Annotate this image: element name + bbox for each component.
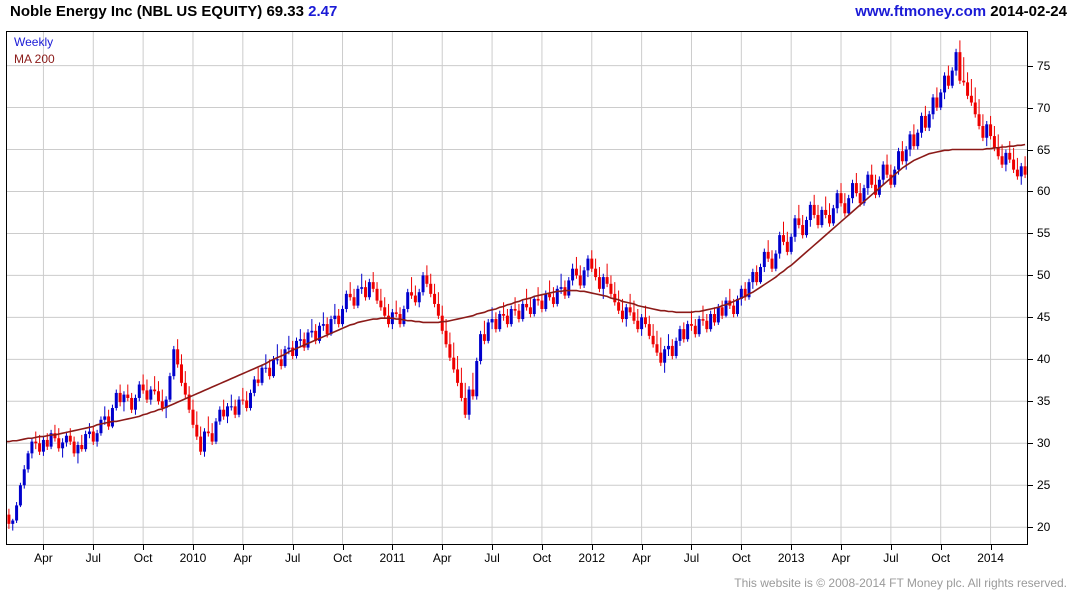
x-tick-label: Oct <box>333 551 352 565</box>
x-tick-mark <box>492 545 494 550</box>
y-tick-label: 75 <box>1037 58 1051 73</box>
x-tick-mark <box>940 545 942 550</box>
x-tick-label: Apr <box>34 551 53 565</box>
x-tick-mark <box>591 545 593 550</box>
x-tick-label: Apr <box>432 551 452 565</box>
x-tick-label: 2011 <box>379 551 406 565</box>
y-tick-label: 30 <box>1037 436 1051 451</box>
x-tick-label: Apr <box>632 551 651 565</box>
chart-plot-area[interactable]: Weekly MA 200 <box>6 31 1028 545</box>
y-tick-mark <box>1028 485 1033 487</box>
y-tick-label: 60 <box>1037 184 1051 199</box>
page-title: Noble Energy Inc (NBL US EQUITY) 69.33 2… <box>10 3 337 20</box>
x-tick-label: Apr <box>831 551 851 565</box>
last-price: 69.33 <box>266 3 304 20</box>
x-tick-label: Oct <box>931 551 951 565</box>
x-tick-label: 2012 <box>578 551 606 565</box>
x-tick-mark <box>841 545 843 550</box>
y-tick-mark <box>1028 401 1033 403</box>
y-tick-mark <box>1028 317 1033 319</box>
x-tick-mark <box>43 545 45 550</box>
x-tick-label: 2013 <box>777 551 805 565</box>
x-tick-mark <box>143 545 145 550</box>
y-tick-mark <box>1028 359 1033 361</box>
y-tick-label: 65 <box>1037 142 1051 157</box>
y-tick-label: 50 <box>1037 268 1051 283</box>
y-tick-label: 35 <box>1037 394 1051 409</box>
y-tick-mark <box>1028 527 1033 529</box>
x-tick-mark <box>392 545 394 550</box>
chart-gridlines <box>7 32 1027 544</box>
x-tick-label: 2010 <box>179 551 207 565</box>
x-tick-label: Jul <box>285 551 301 565</box>
y-tick-label: 55 <box>1037 226 1051 241</box>
x-tick-label: Jul <box>85 551 101 565</box>
price-change: 2.47 <box>308 3 338 20</box>
x-tick-mark <box>292 545 294 550</box>
x-tick-label: Jul <box>683 551 700 565</box>
x-tick-label: Oct <box>133 551 153 565</box>
x-tick-label: Oct <box>731 551 751 565</box>
chart-date: 2014-02-24 <box>990 3 1067 20</box>
x-tick-mark <box>442 545 444 550</box>
x-tick-mark <box>242 545 244 550</box>
x-tick-label: Oct <box>532 551 552 565</box>
y-tick-mark <box>1028 275 1033 277</box>
x-tick-mark <box>192 545 194 550</box>
x-tick-mark <box>342 545 344 550</box>
x-tick-mark <box>93 545 95 550</box>
x-tick-mark <box>791 545 793 550</box>
y-tick-label: 20 <box>1037 520 1051 535</box>
y-tick-label: 70 <box>1037 100 1051 115</box>
y-tick-mark <box>1028 443 1033 445</box>
y-tick-mark <box>1028 107 1033 109</box>
x-tick-label: Jul <box>484 551 500 565</box>
x-tick-mark <box>641 545 643 550</box>
chart-header: Noble Energy Inc (NBL US EQUITY) 69.33 2… <box>0 0 1075 26</box>
copyright-notice: This website is © 2008-2014 FT Money plc… <box>734 576 1067 590</box>
y-tick-mark <box>1028 233 1033 235</box>
y-tick-mark <box>1028 191 1033 193</box>
y-tick-label: 45 <box>1037 310 1051 325</box>
x-tick-mark <box>691 545 693 550</box>
y-tick-mark <box>1028 65 1033 67</box>
x-tick-mark <box>990 545 992 550</box>
x-tick-label: Apr <box>233 551 253 565</box>
x-tick-mark <box>890 545 892 550</box>
brand-block: www.ftmoney.com 2014-02-24 <box>855 3 1067 20</box>
x-tick-mark <box>741 545 743 550</box>
x-tick-label: 2014 <box>977 551 1004 565</box>
x-tick-mark <box>541 545 543 550</box>
site-url-link[interactable]: www.ftmoney.com <box>855 3 987 20</box>
y-axis: 20 25 30 35 40 45 50 55 60 65 70 75 <box>1028 31 1075 545</box>
chart-series-layer <box>7 40 1027 531</box>
y-tick-label: 25 <box>1037 478 1051 493</box>
x-tick-label: Jul <box>883 551 899 565</box>
y-tick-mark <box>1028 149 1033 151</box>
y-tick-label: 40 <box>1037 352 1051 367</box>
x-axis: Apr Jul Oct 2010 Apr Jul Oct 2011 Apr Jul Oct 2012 A… <box>6 545 1028 571</box>
instrument-name: Noble Energy Inc (NBL US EQUITY) <box>10 3 263 20</box>
